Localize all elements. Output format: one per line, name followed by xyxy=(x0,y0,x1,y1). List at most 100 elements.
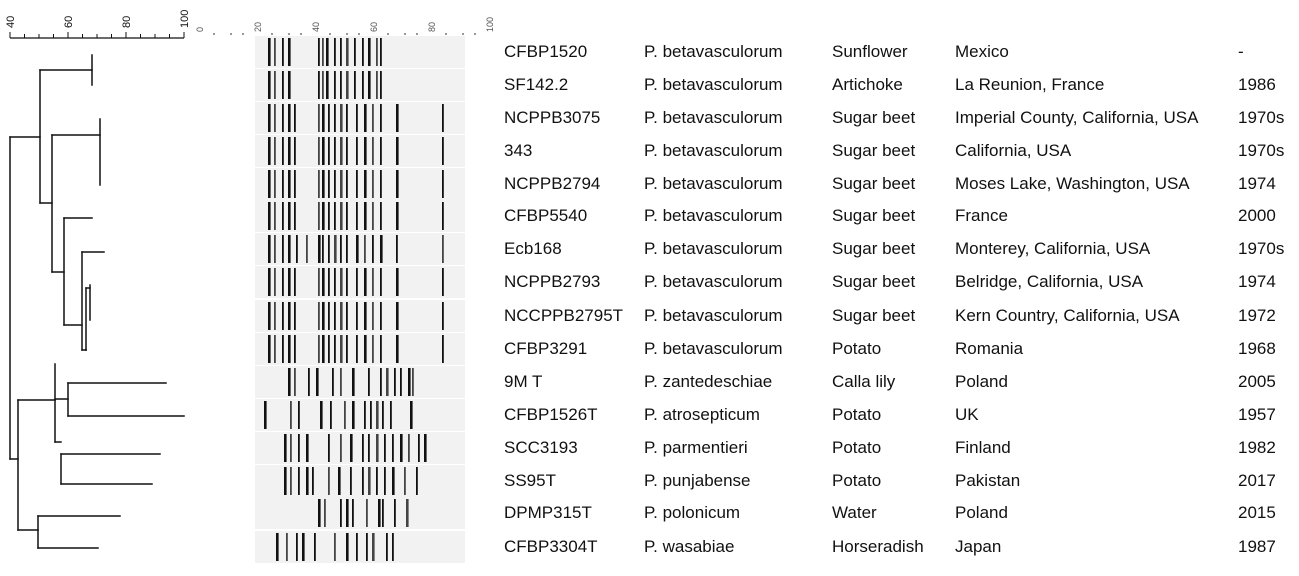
gel-band xyxy=(268,202,271,230)
gel-band xyxy=(340,71,342,99)
gel-band xyxy=(346,235,348,263)
gel-position-scale: 0 20 40 60 80 100 xyxy=(195,17,495,35)
gel-band xyxy=(362,71,364,99)
host: Sugar beet xyxy=(832,306,916,325)
gel-band xyxy=(298,467,300,495)
gel-band xyxy=(328,335,330,363)
species-name: P. betavasculorum xyxy=(644,174,783,193)
gel-band xyxy=(320,401,323,429)
gel-band xyxy=(356,302,358,330)
gel-band xyxy=(268,268,271,296)
gel-band xyxy=(286,533,288,561)
dendrogram-similarity-scale: 40 60 80 100 xyxy=(5,10,191,39)
gel-band xyxy=(396,170,399,198)
gel-band xyxy=(356,335,358,363)
gel-band xyxy=(288,368,291,396)
gel-band xyxy=(334,137,336,165)
host: Sugar beet xyxy=(832,108,916,127)
species-name: P. betavasculorum xyxy=(644,42,783,61)
scale-tick-label: 60 xyxy=(63,16,75,28)
species-name: P. betavasculorum xyxy=(644,306,783,325)
year: 2005 xyxy=(1238,372,1276,391)
host: Sugar beet xyxy=(832,239,916,258)
gel-band xyxy=(306,434,309,462)
strain-name: DPMP315T xyxy=(504,503,592,522)
gel-band xyxy=(382,499,384,527)
gel-band xyxy=(334,302,336,330)
gel-band xyxy=(318,302,320,330)
gel-band xyxy=(322,170,325,198)
year: 2017 xyxy=(1238,471,1276,490)
gel-band xyxy=(294,202,296,230)
gel-band xyxy=(334,202,336,230)
gel-band xyxy=(288,235,291,263)
gel-band xyxy=(340,202,343,230)
gel-band xyxy=(364,137,367,165)
origin: California, USA xyxy=(955,141,1072,160)
gel-band xyxy=(288,137,291,165)
origin: Japan xyxy=(955,537,1002,556)
host: Sugar beet xyxy=(832,174,916,193)
gel-band xyxy=(364,335,367,363)
gel-scale-dots xyxy=(213,33,476,35)
gel-band xyxy=(294,268,296,296)
gel-band xyxy=(334,104,336,132)
gel-band xyxy=(346,302,348,330)
gel-band xyxy=(442,104,444,132)
gel-band xyxy=(364,202,367,230)
gel-scale-tick-label: 40 xyxy=(311,22,321,32)
host: Potato xyxy=(832,438,882,457)
gel-scale-tick-label: 60 xyxy=(369,22,379,32)
gel-band xyxy=(282,38,284,66)
gel-band xyxy=(334,235,337,263)
gel-band xyxy=(394,368,396,396)
gel-band xyxy=(264,401,267,429)
gel-band xyxy=(400,368,402,396)
gel-band xyxy=(442,235,444,263)
gel-band xyxy=(364,104,367,132)
gel-band xyxy=(282,268,284,296)
strain-name: CFBP3291 xyxy=(504,339,588,358)
gel-band xyxy=(364,268,367,296)
species-name: P. betavasculorum xyxy=(644,141,783,160)
gel-band xyxy=(376,467,378,495)
gel-band xyxy=(274,38,276,66)
gel-band xyxy=(282,137,284,165)
isolate-row: CFBP5540 P. betavasculorum Sugar beet Fr… xyxy=(0,200,1299,232)
gel-band xyxy=(318,137,320,165)
origin: Poland xyxy=(955,372,1008,391)
isolate-row: NCPPB2794 P. betavasculorum Sugar beet M… xyxy=(0,168,1299,200)
gel-band xyxy=(288,268,291,296)
strain-name: CFBP1526T xyxy=(504,405,598,424)
gel-band xyxy=(312,467,314,495)
gel-band xyxy=(282,235,284,263)
gel-band xyxy=(322,268,325,296)
gel-band xyxy=(284,467,287,495)
gel-band xyxy=(346,38,349,66)
gel-band xyxy=(268,235,271,263)
gel-band xyxy=(406,499,409,527)
gel-band xyxy=(356,533,358,561)
host: Potato xyxy=(832,405,882,424)
scale-tick-label: 100 xyxy=(179,10,191,28)
gel-band xyxy=(396,268,399,296)
gel-band xyxy=(322,71,324,99)
gel-band xyxy=(328,170,330,198)
gel-band xyxy=(340,170,343,198)
gel-band xyxy=(268,170,271,198)
gel-band xyxy=(316,368,319,396)
host: Potato xyxy=(832,339,882,358)
gel-band xyxy=(346,533,349,561)
species-name: P. zantedeschiae xyxy=(644,372,773,391)
gel-band xyxy=(326,38,329,66)
strain-name: CFBP5540 xyxy=(504,206,588,225)
gel-band xyxy=(322,137,325,165)
gel-band xyxy=(392,533,394,561)
gel-band xyxy=(318,104,320,132)
gel-band xyxy=(318,71,320,99)
gel-band xyxy=(338,467,341,495)
gel-band xyxy=(376,71,378,99)
gel-band xyxy=(392,434,394,462)
origin: Belridge, California, USA xyxy=(955,272,1144,291)
gel-band xyxy=(334,335,336,363)
